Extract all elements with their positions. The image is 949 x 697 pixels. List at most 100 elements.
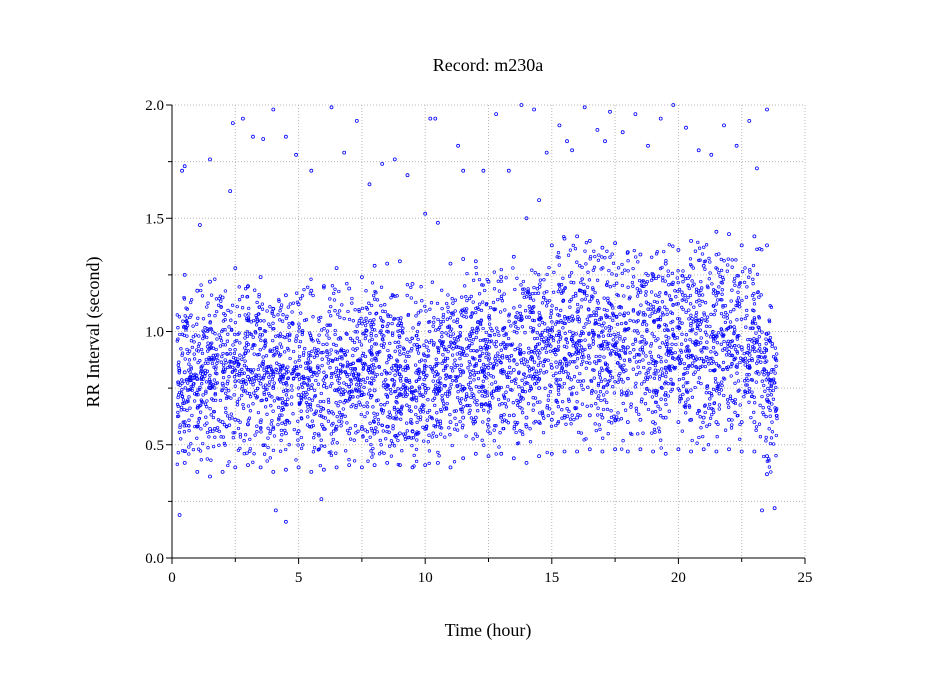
data-point	[749, 378, 754, 382]
data-point	[651, 274, 655, 279]
data-point	[385, 383, 390, 388]
data-point	[743, 389, 747, 394]
data-point	[499, 361, 503, 365]
data-point	[756, 290, 760, 295]
data-point	[192, 352, 196, 356]
data-point	[196, 424, 200, 428]
data-point	[201, 441, 205, 446]
data-point	[189, 365, 193, 369]
data-point	[649, 303, 653, 307]
data-point	[454, 340, 458, 344]
data-point	[524, 415, 529, 420]
data-point	[206, 349, 210, 353]
data-point	[493, 380, 498, 384]
data-point	[658, 374, 662, 378]
data-point	[620, 271, 624, 276]
data-point	[710, 412, 714, 417]
data-point	[747, 119, 752, 123]
data-point	[327, 336, 331, 340]
data-point	[180, 395, 184, 399]
data-point	[733, 283, 737, 287]
data-point	[708, 416, 713, 420]
data-point	[209, 342, 213, 346]
data-point	[418, 410, 423, 414]
data-point	[727, 447, 731, 452]
data-point	[752, 337, 756, 341]
data-point	[334, 465, 339, 470]
data-point	[429, 301, 434, 305]
data-point	[548, 383, 552, 387]
data-point	[301, 443, 305, 447]
data-point	[642, 284, 646, 289]
data-point	[596, 383, 601, 388]
data-point	[226, 332, 230, 336]
data-point	[445, 373, 449, 377]
data-point	[591, 330, 596, 335]
data-point	[379, 450, 384, 454]
data-point	[416, 337, 420, 342]
data-point	[319, 414, 324, 418]
data-point	[359, 465, 364, 470]
data-point	[474, 335, 478, 340]
data-point	[635, 353, 639, 357]
data-point	[579, 305, 583, 309]
data-point	[316, 348, 320, 352]
data-point	[546, 338, 550, 342]
data-point	[735, 351, 740, 355]
data-point	[248, 437, 252, 442]
data-point	[199, 398, 203, 402]
data-point	[399, 322, 404, 326]
data-point	[730, 362, 734, 366]
data-point	[204, 380, 209, 384]
data-point	[595, 307, 599, 311]
data-point	[312, 388, 317, 392]
data-point	[521, 287, 525, 291]
data-point	[689, 324, 693, 328]
data-point	[509, 354, 514, 358]
data-point	[455, 375, 459, 380]
data-point	[415, 368, 419, 373]
data-point	[544, 150, 549, 155]
data-point	[287, 321, 291, 326]
data-point	[309, 288, 314, 293]
data-point	[663, 382, 667, 386]
data-point	[399, 379, 403, 383]
data-point	[343, 389, 347, 393]
data-point	[203, 368, 207, 373]
data-point	[532, 403, 536, 407]
data-point	[388, 341, 392, 346]
data-point	[608, 378, 612, 383]
data-point	[631, 319, 636, 323]
data-point	[302, 380, 306, 385]
data-point	[519, 283, 523, 287]
data-point	[287, 338, 292, 342]
data-point	[363, 323, 368, 328]
data-point	[687, 317, 691, 321]
data-point	[644, 282, 648, 286]
data-point	[581, 379, 586, 383]
data-point	[306, 365, 311, 369]
data-point	[273, 353, 277, 357]
data-point	[283, 134, 288, 139]
data-point	[502, 342, 506, 346]
data-point	[473, 363, 478, 368]
data-point	[501, 393, 506, 397]
data-point	[266, 445, 270, 450]
data-point	[286, 389, 290, 393]
data-point	[756, 290, 760, 294]
data-point	[498, 310, 503, 314]
data-point	[589, 314, 593, 318]
data-point	[359, 275, 364, 280]
data-point	[628, 359, 632, 363]
data-point	[592, 310, 596, 314]
data-point	[721, 376, 726, 380]
data-point	[414, 371, 418, 375]
data-point	[531, 408, 535, 412]
data-point	[637, 359, 642, 364]
data-point	[374, 311, 379, 315]
data-point	[377, 452, 382, 456]
data-point	[238, 435, 243, 439]
data-point	[538, 351, 542, 355]
data-point	[541, 413, 545, 418]
data-point	[241, 402, 245, 407]
